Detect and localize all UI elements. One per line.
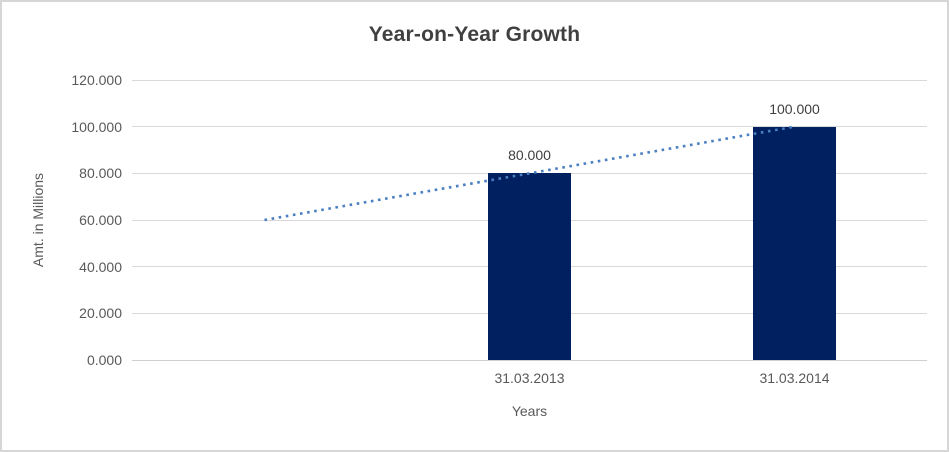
trendline (264, 125, 795, 222)
chart-title: Year-on-Year Growth (368, 23, 581, 46)
bar (753, 126, 836, 360)
y-tick-label: 20.000 (79, 305, 122, 322)
y-tick-label: 80.000 (79, 165, 122, 182)
bar-data-label: 100.000 (769, 100, 820, 117)
x-axis-tick-labels: 31.03.2013 31.03.2014 (132, 370, 927, 390)
y-tick-label: 0.000 (86, 352, 122, 368)
y-axis-tick-labels: 0.000 20.000 40.000 60.000 80.000 100.000 120.… (2, 72, 122, 368)
gridline (132, 79, 927, 81)
x-axis-line (132, 359, 927, 361)
y-tick-label: 60.000 (79, 212, 122, 228)
y-tick-label: 120.000 (71, 72, 122, 88)
x-tick-label: 31.03.2013 (494, 370, 565, 386)
x-axis-title: Years (511, 403, 548, 419)
gridline (132, 172, 927, 174)
y-tick-label: 40.000 (79, 258, 122, 275)
x-tick-label: 31.03.2014 (759, 370, 830, 386)
y-tick-label: 100.000 (71, 118, 122, 135)
bar-data-label: 80.000 (508, 147, 551, 164)
plot-area: 80.000 100.000 (132, 79, 927, 361)
gridline (132, 126, 927, 128)
bar (488, 173, 571, 360)
